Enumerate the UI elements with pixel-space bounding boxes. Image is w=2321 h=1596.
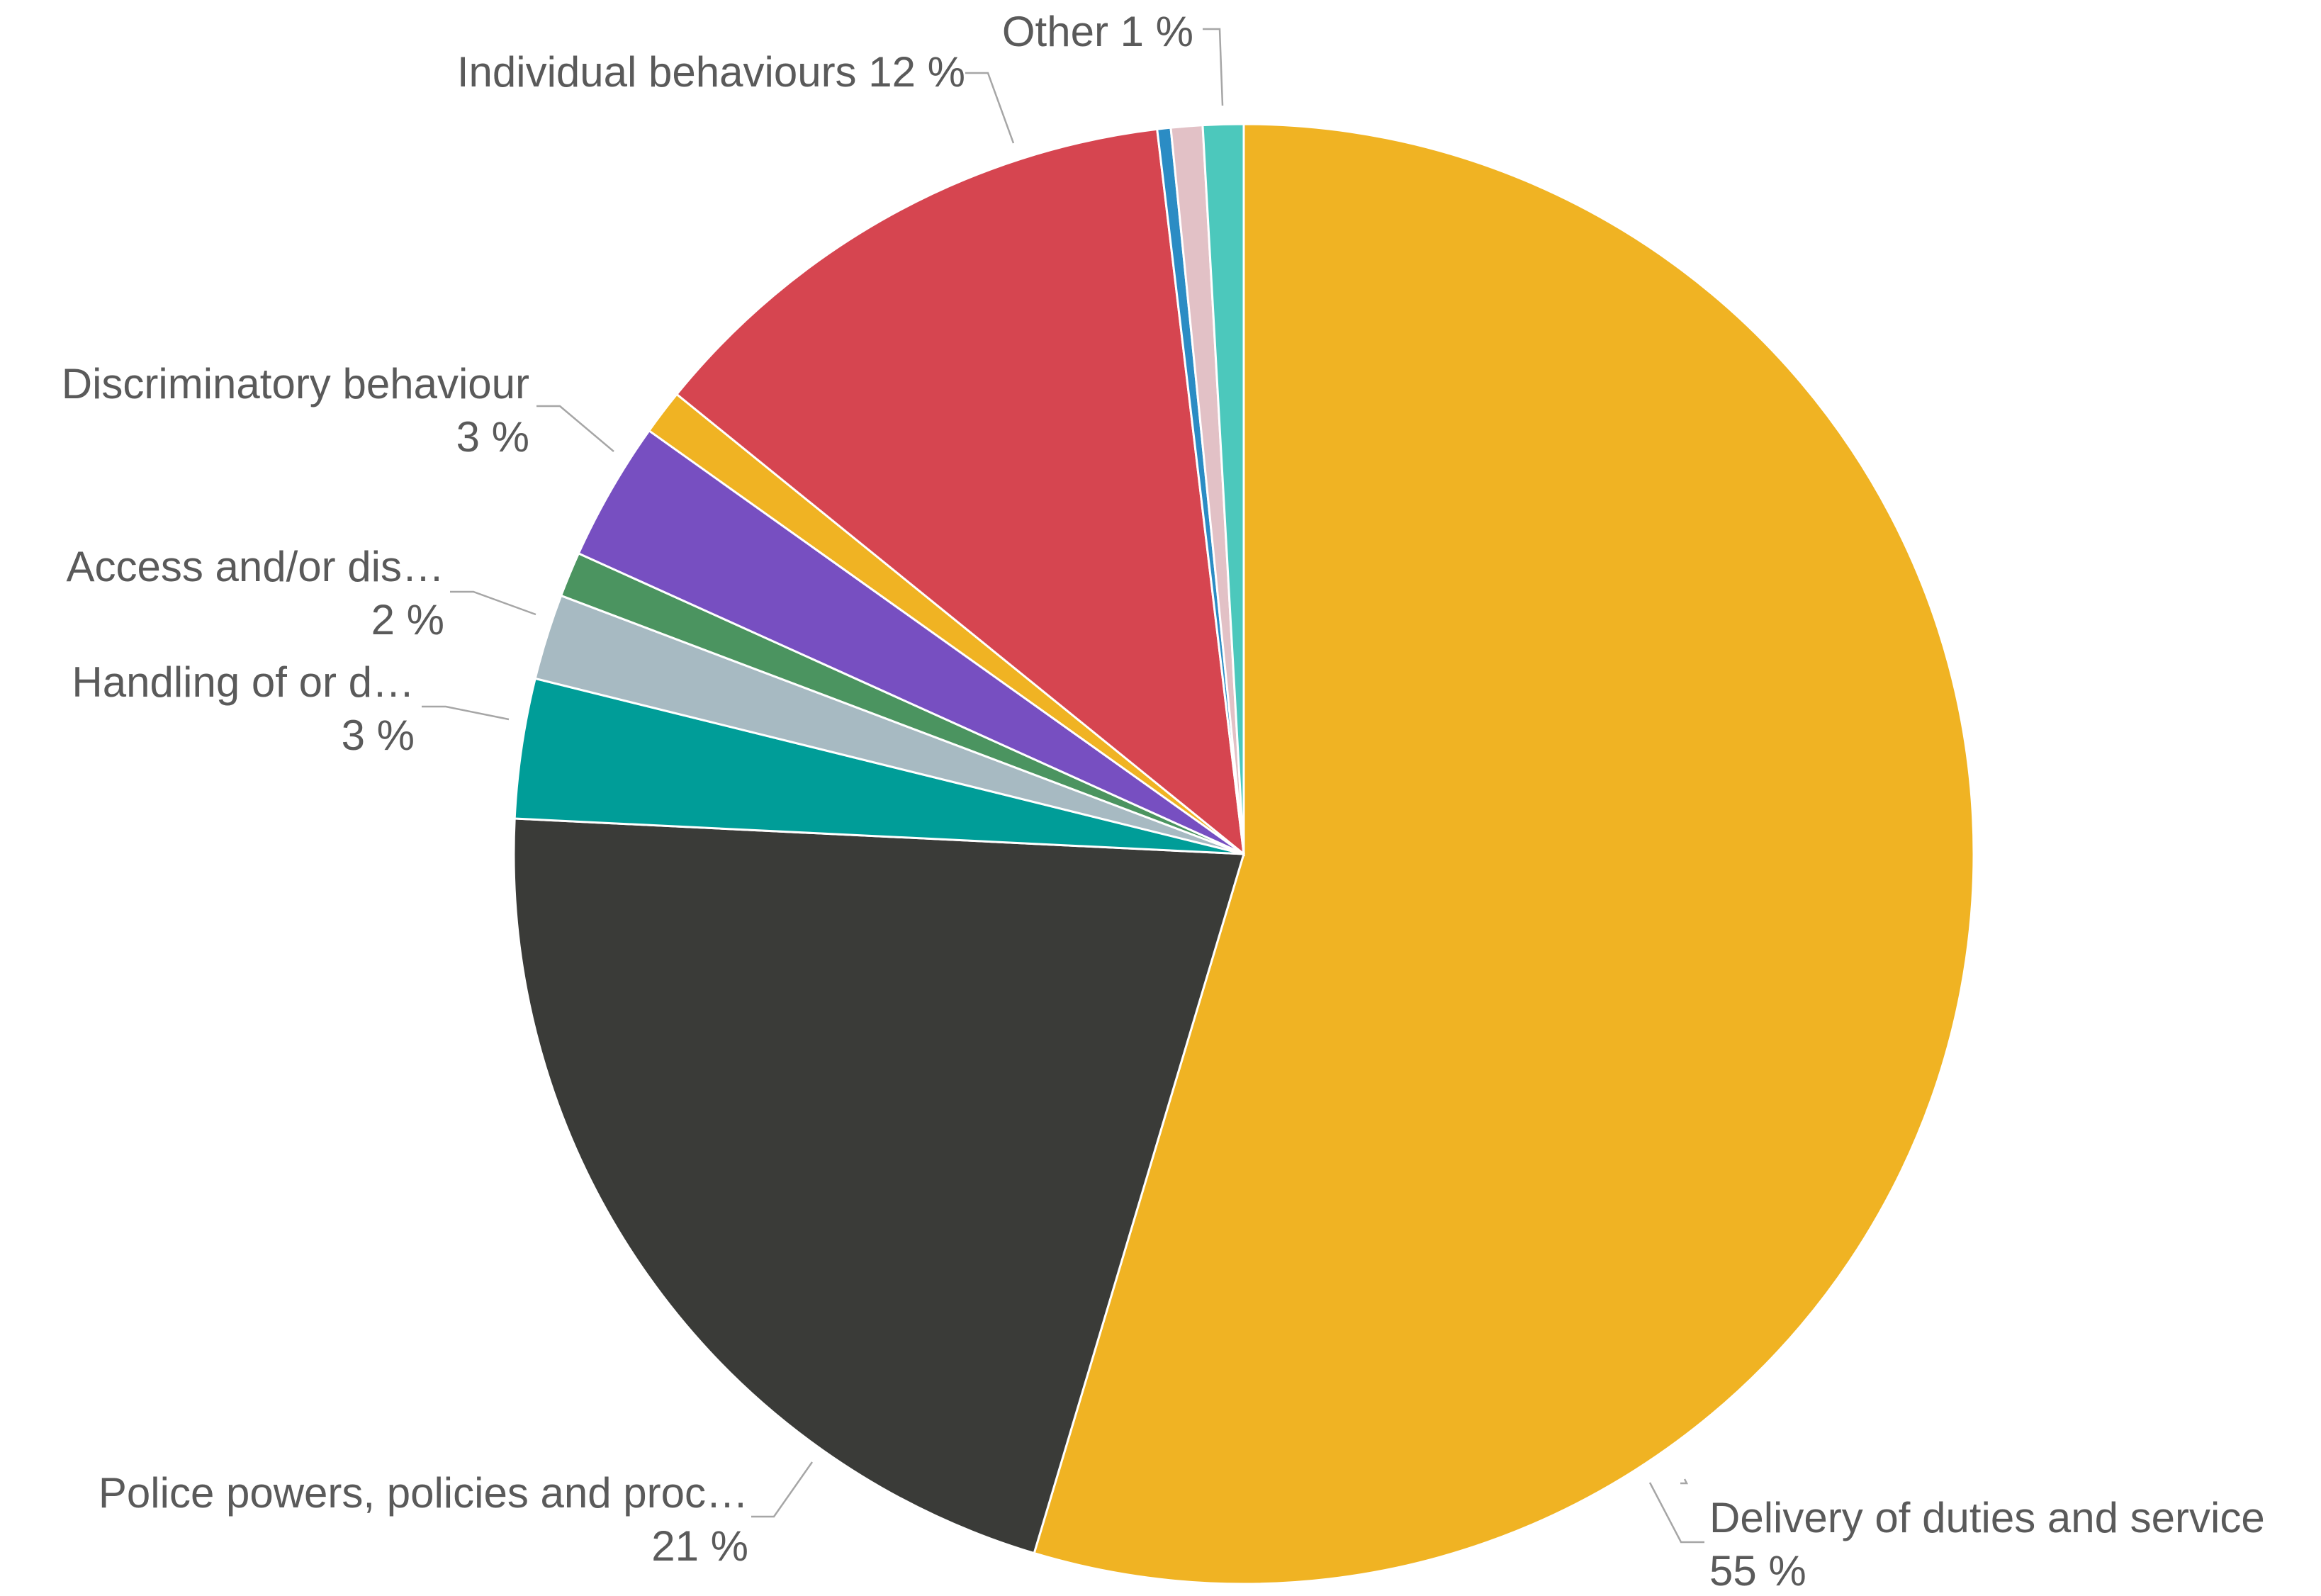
data-labels: Other 1 % Individual behaviours 12 % Dis… bbox=[62, 8, 2265, 1595]
slice-label-discriminatory-behaviour: Discriminatory behaviour bbox=[62, 360, 529, 408]
leader-line-other bbox=[1203, 28, 1224, 106]
leader-line-discriminatory-behaviour bbox=[536, 405, 614, 452]
slice-label-access: Access and/or dis… bbox=[66, 543, 444, 590]
pie-slices bbox=[512, 123, 1975, 1585]
pie-slice-10 bbox=[1201, 123, 1245, 855]
leader-line-police-powers bbox=[751, 1461, 814, 1518]
slice-value-police-powers: 21 % bbox=[651, 1522, 748, 1570]
slice-value-discriminatory-behaviour: 3 % bbox=[456, 413, 529, 461]
pie-slice-7 bbox=[675, 128, 1245, 857]
slice-label-delivery: Delivery of duties and service bbox=[1709, 1494, 2265, 1541]
leader-line-handling bbox=[422, 705, 510, 721]
leader-line-delivery-2 bbox=[1648, 1482, 1704, 1544]
leader-line-access bbox=[450, 590, 536, 616]
slice-label-individual-behaviours: Individual behaviours 12 % bbox=[457, 48, 965, 96]
leader-line-individual-behaviours bbox=[965, 72, 1015, 144]
leader-lines bbox=[422, 28, 1704, 1544]
slice-label-handling: Handling of or d… bbox=[72, 658, 415, 706]
slice-label-police-powers: Police powers, policies and proc… bbox=[99, 1469, 748, 1517]
slice-label-other: Other 1 % bbox=[1002, 8, 1193, 55]
leader-line-delivery bbox=[1680, 1478, 1689, 1485]
slice-value-handling: 3 % bbox=[342, 712, 415, 759]
slice-value-access: 2 % bbox=[371, 596, 444, 644]
slice-value-delivery: 55 % bbox=[1709, 1547, 1806, 1595]
pie-slice-1 bbox=[512, 817, 1245, 1555]
pie-slice-0 bbox=[1033, 123, 1975, 1585]
